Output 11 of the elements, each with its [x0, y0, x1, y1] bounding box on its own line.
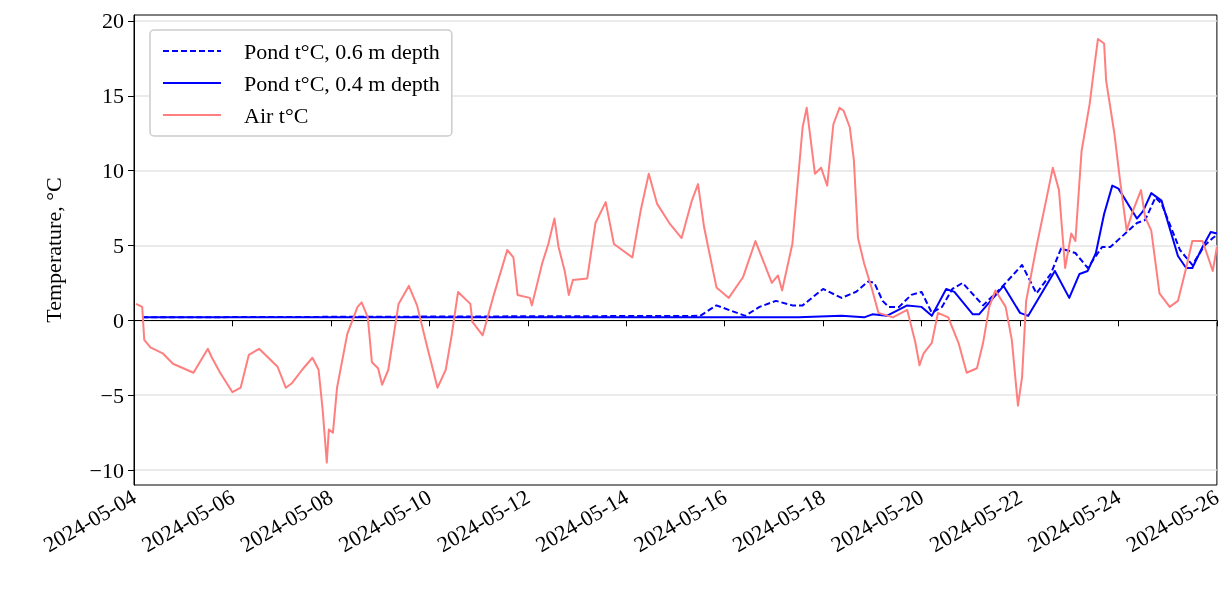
y-tick-label: 5 — [113, 233, 124, 259]
y-tick-label: 20 — [102, 8, 124, 34]
legend-label: Pond t°C, 0.4 m depth — [244, 70, 440, 96]
y-axis-title: Temperature, °C — [40, 177, 66, 323]
y-tick-label: 15 — [102, 83, 124, 109]
legend-label: Pond t°C, 0.6 m depth — [244, 38, 440, 64]
y-tick-label: 10 — [102, 158, 124, 184]
y-tick-label: −10 — [89, 457, 124, 483]
legend-label: Air t°C — [244, 102, 309, 128]
y-tick-label: 0 — [113, 307, 124, 333]
y-tick-label: −5 — [100, 382, 124, 408]
